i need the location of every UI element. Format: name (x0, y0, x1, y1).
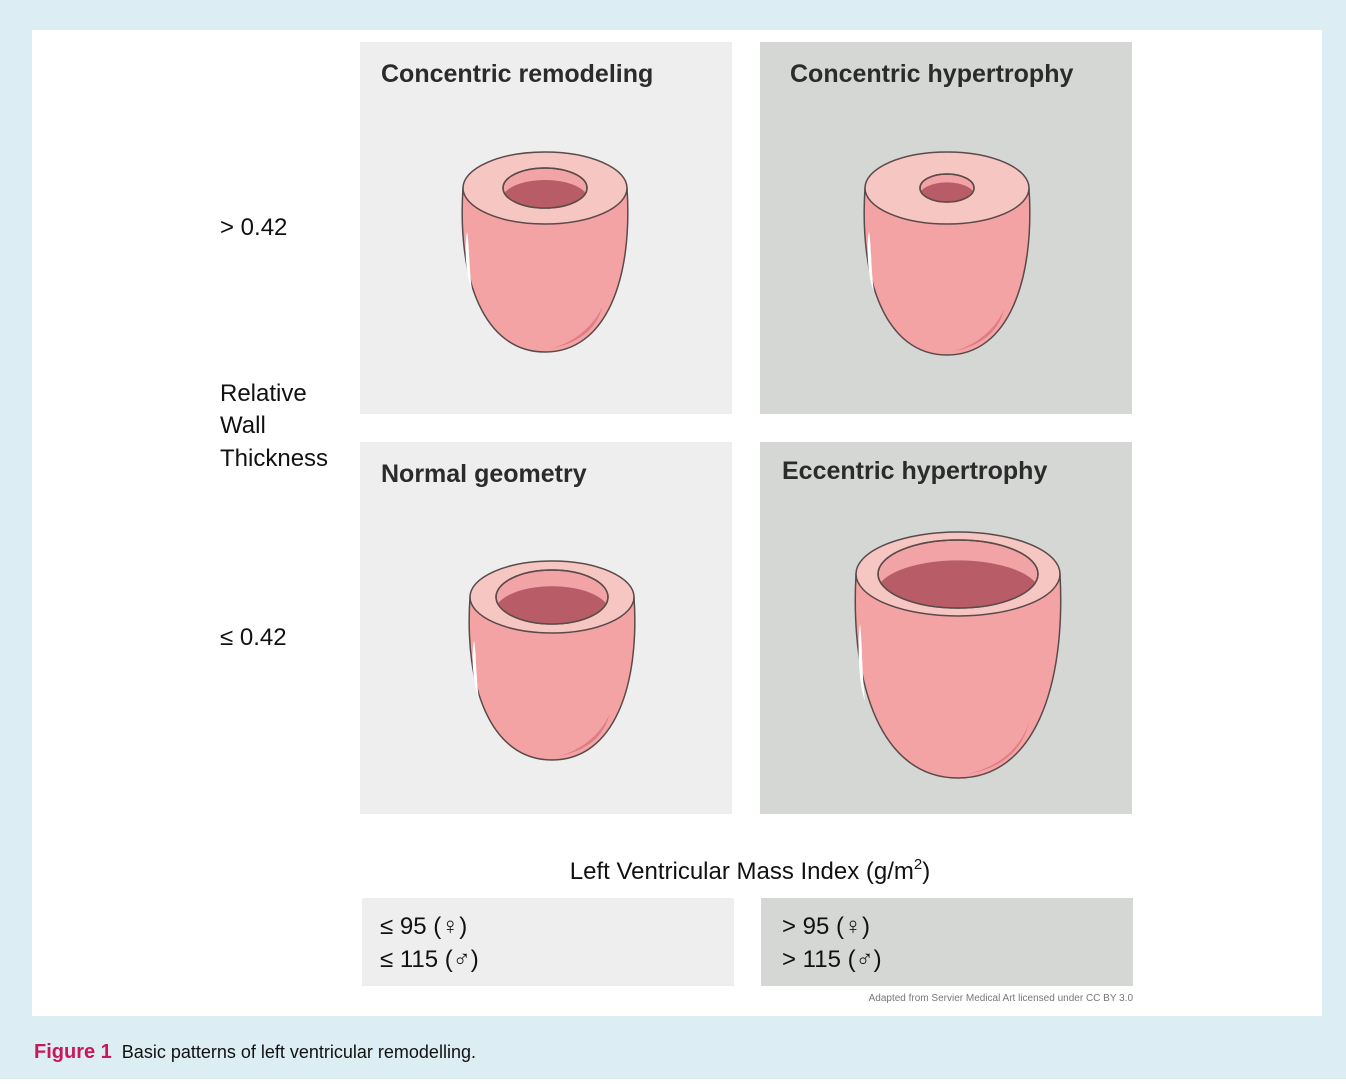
y-axis-label: Relative (220, 380, 307, 407)
y-lower-label: ≤ 0.42 (220, 624, 287, 651)
cavity-edge (502, 167, 588, 209)
highlight (858, 624, 865, 701)
cavity-depth (878, 560, 1038, 608)
y-upper-label: > 0.42 (220, 214, 287, 241)
y-axis-label: Thickness (220, 445, 328, 472)
x-axis-title: Left Ventricular Mass Index (g/m2) (570, 856, 931, 885)
superscript: 2 (914, 856, 922, 873)
cavity-edge (919, 173, 975, 203)
range-label: > 115 (♂) (782, 946, 882, 973)
range-box (761, 898, 1133, 986)
highlight (867, 232, 874, 292)
caption: Figure 1 Basic patterns of left ventricul… (34, 1041, 476, 1063)
panel-title: Concentric hypertrophy (790, 60, 1073, 88)
highlight (472, 641, 479, 699)
range-label: ≤ 115 (♂) (380, 946, 479, 973)
y-axis-label: Wall (220, 412, 266, 439)
range-label: > 95 (♀) (782, 913, 870, 940)
caption-text: Basic patterns of left ventricular remod… (122, 1042, 476, 1062)
cavity-edge (495, 569, 609, 625)
ventricle (854, 531, 1062, 779)
ventricle (461, 151, 629, 353)
range-label: ≤ 95 (♀) (380, 913, 467, 940)
cavity-depth (920, 182, 974, 202)
x-axis-title-text: Left Ventricular Mass Index (g/m (570, 858, 914, 885)
panel-title: Normal geometry (381, 460, 587, 488)
cavity-depth (496, 586, 608, 624)
panel-title: Eccentric hypertrophy (782, 457, 1047, 485)
x-axis-title-end: ) (922, 858, 930, 885)
cavity-edge (877, 539, 1039, 609)
credit: Adapted from Servier Medical Art license… (869, 993, 1134, 1004)
caption-label: Figure 1 (34, 1041, 112, 1063)
panel-title: Concentric remodeling (381, 60, 653, 88)
highlight (465, 232, 472, 290)
range-box (362, 898, 734, 986)
ventricle (863, 151, 1031, 356)
cavity-depth (503, 180, 587, 208)
ventricles (461, 151, 1062, 779)
shade (963, 720, 1030, 775)
ventricle (468, 560, 636, 761)
